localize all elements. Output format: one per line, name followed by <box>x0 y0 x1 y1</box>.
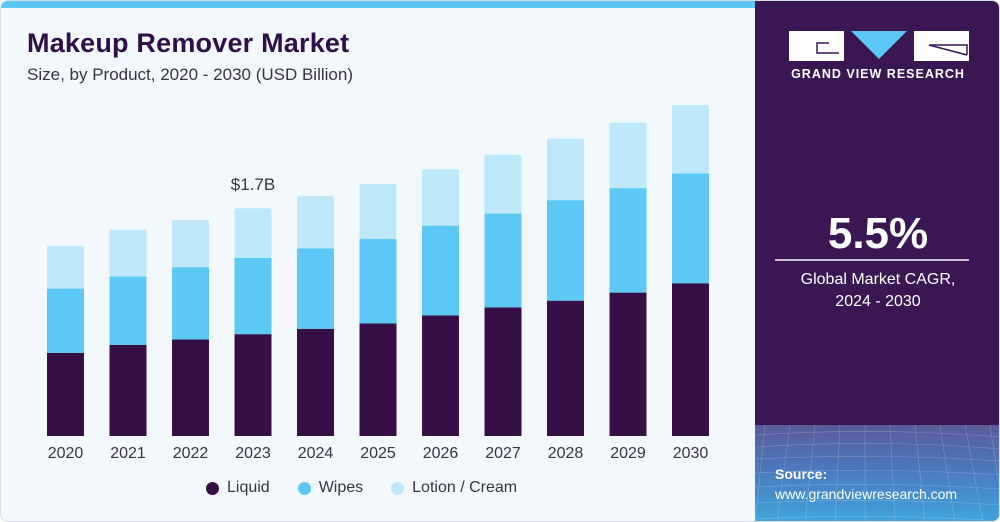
chart-subtitle: Size, by Product, 2020 - 2030 (USD Billi… <box>27 65 353 84</box>
x-tick-label: 2024 <box>298 445 334 462</box>
bar-wipes-2026 <box>422 225 459 316</box>
brand-name: GRAND VIEW RESEARCH <box>791 67 965 81</box>
bar-group-2030 <box>672 105 709 436</box>
data-label-annotation: $1.7B <box>231 175 275 194</box>
bar-liquid-2029 <box>609 292 647 436</box>
x-tick-label: 2026 <box>423 445 459 462</box>
bar-liquid-2026 <box>422 315 459 436</box>
legend-label: Liquid <box>227 479 270 496</box>
stacked-bar-chart: 2020 2021 2022 2023 2024 2025 2026 2027 2028 2029… <box>47 105 709 462</box>
bar-wipes-2029 <box>609 188 647 293</box>
source-url[interactable]: www.grandviewresearch.com <box>775 486 958 502</box>
cagr-value: 5.5% <box>827 209 929 258</box>
bar-group-2020 <box>47 245 84 436</box>
bar-lotion-cream-2021 <box>109 229 147 277</box>
legend-swatch-icon <box>206 481 219 495</box>
legend-label: Wipes <box>318 479 364 496</box>
bar-liquid-2024 <box>297 328 334 436</box>
bar-group-2024 <box>297 196 334 436</box>
bar-lotion-cream-2029 <box>609 122 647 189</box>
bar-lotion-cream-2026 <box>422 169 459 226</box>
cagr-label-line2: 2024 - 2030 <box>835 293 921 310</box>
bar-group-2027 <box>484 154 522 436</box>
bar-lotion-cream-2028 <box>547 138 584 201</box>
legend: Liquid Wipes Lotion / Cream <box>206 479 517 497</box>
bar-group-2026 <box>422 169 459 436</box>
bar-lotion-cream-2027 <box>484 154 522 214</box>
legend-swatch-icon <box>297 481 311 495</box>
bar-liquid-2028 <box>547 300 584 436</box>
legend-swatch-icon <box>391 481 405 495</box>
bar-liquid-2027 <box>484 307 522 436</box>
bar-lotion-cream-2025 <box>359 184 397 240</box>
bar-liquid-2023 <box>234 334 272 436</box>
bar-wipes-2023 <box>234 257 272 335</box>
cagr-label-line1: Global Market CAGR, <box>800 271 956 288</box>
bar-lotion-cream-2022 <box>172 220 209 268</box>
wireframe-pattern <box>755 425 999 521</box>
x-tick-label: 2028 <box>548 445 584 462</box>
source-background <box>755 425 999 521</box>
bar-wipes-2027 <box>484 213 522 308</box>
bar-wipes-2028 <box>547 200 584 301</box>
bar-wipes-2030 <box>672 173 709 284</box>
bar-group-2021 <box>109 229 147 436</box>
bar-liquid-2030 <box>672 283 709 436</box>
bar-group-2022 <box>172 220 209 436</box>
bar-lotion-cream-2020 <box>47 245 84 289</box>
bar-liquid-2025 <box>359 323 397 436</box>
bar-wipes-2020 <box>47 288 84 353</box>
bar-group-2023 <box>234 208 272 436</box>
legend-item-liquid: Liquid <box>206 479 270 497</box>
source-note: Source: www.grandviewresearch.com <box>775 464 957 504</box>
legend-item-wipes: Wipes <box>297 479 364 497</box>
bar-wipes-2024 <box>297 248 334 329</box>
bar-group-2028 <box>547 138 584 436</box>
cagr-label: Global Market CAGR, 2024 - 2030 <box>755 269 999 313</box>
bar-wipes-2025 <box>359 239 397 324</box>
source-label: Source: <box>775 466 828 482</box>
x-tick-label: 2025 <box>360 445 396 462</box>
bar-wipes-2022 <box>172 267 209 340</box>
bar-wipes-2021 <box>109 276 147 345</box>
bar-lotion-cream-2023 <box>234 208 272 258</box>
x-tick-label: 2030 <box>673 445 709 462</box>
x-tick-label: 2027 <box>485 445 521 462</box>
bar-liquid-2022 <box>172 339 209 436</box>
x-tick-label: 2021 <box>110 445 146 462</box>
bar-liquid-2020 <box>47 352 84 436</box>
x-tick-label: 2020 <box>48 445 84 462</box>
x-tick-label: 2023 <box>235 445 271 462</box>
bar-liquid-2021 <box>109 344 147 436</box>
bar-group-2029 <box>609 122 647 436</box>
bar-lotion-cream-2030 <box>672 105 709 174</box>
chart-title: Makeup Remover Market <box>27 28 350 58</box>
bar-group-2025 <box>359 184 397 436</box>
brand-panel: GRAND VIEW RESEARCH 5.5% Global Market C… <box>755 1 999 521</box>
legend-item-lotion-cream: Lotion / Cream <box>391 479 517 497</box>
legend-label: Lotion / Cream <box>412 479 518 496</box>
kpi-divider <box>775 259 969 261</box>
bar-lotion-cream-2024 <box>297 196 334 249</box>
accent-bar <box>1 1 761 8</box>
x-tick-label: 2029 <box>610 445 646 462</box>
gvr-logo-icon <box>789 31 969 61</box>
x-tick-label: 2022 <box>173 445 209 462</box>
